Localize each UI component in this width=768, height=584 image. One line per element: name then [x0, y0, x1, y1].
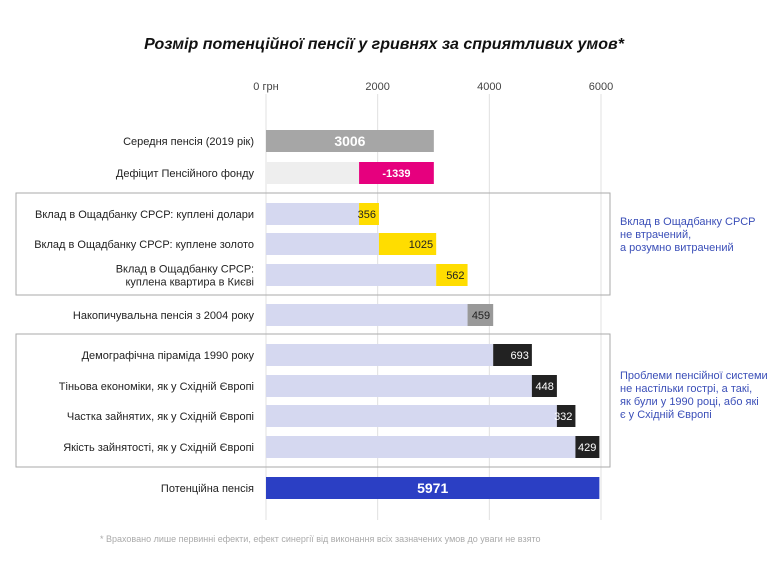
category-label-2: Дефіцит Пенсійного фонду: [116, 168, 255, 180]
category-label-line: Вклад в Ощадбанку СРСР:: [116, 264, 254, 276]
category-label-line: Накопичувальна пенсія з 2004 року: [73, 310, 255, 322]
bar-background-4: [266, 233, 379, 255]
bar-11: [266, 477, 600, 499]
group-annotation-line: є у Східній Європі: [620, 409, 712, 421]
bar-6: [467, 304, 494, 326]
bar-background-2: [266, 162, 360, 184]
bar-3: [359, 203, 379, 225]
x-axis-ticks: 0 грн 2000 4000 6000: [253, 81, 613, 93]
category-label-line: Вклад в Ощадбанку СРСР: куплені долари: [35, 209, 254, 221]
chart-title: Розмір потенційної пенсії у гривнях за с…: [144, 36, 624, 53]
bar-value-label-4: 1025: [409, 239, 433, 251]
tick-label-0: 0 грн: [253, 81, 278, 93]
category-label-line: Дефіцит Пенсійного фонду: [116, 168, 255, 180]
bar-value-label-9: 332: [554, 411, 572, 423]
category-label-line: Вклад в Ощадбанку СРСР: куплене золото: [34, 239, 254, 251]
tick-label-4000: 4000: [477, 81, 501, 93]
category-label-7: Демографічна піраміда 1990 року: [82, 350, 255, 362]
bar-value-label-7: 693: [511, 350, 529, 362]
bar-4: [378, 233, 437, 255]
category-label-10: Якість зайнятості, як у Східній Європі: [63, 442, 254, 454]
group-annotation-2: Проблеми пенсійної системи не настільки г…: [620, 370, 768, 421]
bar-background-5: [266, 264, 437, 286]
bar-9: [556, 405, 576, 427]
group-frames: [15, 192, 611, 468]
tick-label-2000: 2000: [365, 81, 389, 93]
category-label-line: Тіньова економіки, як у Східній Європі: [59, 381, 254, 393]
bar-background-9: [266, 405, 557, 427]
bar-value-label-6: 459: [472, 310, 490, 322]
bar-value-label-11: 5971: [417, 480, 448, 496]
category-label-line: Якість зайнятості, як у Східній Європі: [63, 442, 254, 454]
bar-1: [266, 130, 434, 152]
category-label-line: Потенційна пенсія: [161, 483, 254, 495]
category-label-4: Вклад в Ощадбанку СРСР: куплене золото: [34, 239, 254, 251]
category-label-line: Демографічна піраміда 1990 року: [82, 350, 255, 362]
footnote: * Враховано лише первинні ефекти, ефект …: [100, 534, 541, 544]
category-label-line: Середня пенсія (2019 рік): [123, 136, 254, 148]
bar-5: [436, 264, 468, 286]
category-label-3: Вклад в Ощадбанку СРСР: куплені долари: [35, 209, 254, 221]
bar-value-label-5: 562: [446, 270, 464, 282]
category-label-line: Частка зайнятих, як у Східній Європі: [67, 411, 254, 423]
group-annotation-1: Вклад в Ощадбанку СРСР не втрачений, а роз…: [620, 216, 756, 254]
category-label-5: Вклад в Ощадбанку СРСР: куплена квартира …: [116, 264, 254, 289]
bars: 3006 -1339 356 1025 562 459 693 448 332 429 5971: [266, 130, 600, 499]
category-label-6: Накопичувальна пенсія з 2004 року: [73, 310, 255, 322]
bar-2: [359, 162, 434, 184]
category-label-line: куплена квартира в Києві: [125, 277, 254, 289]
group-annotation-line: Проблеми пенсійної системи: [620, 370, 768, 382]
bar-value-label-2: -1339: [382, 168, 410, 180]
tick-label-6000: 6000: [589, 81, 613, 93]
bar-background-3: [266, 203, 360, 225]
group-frame-1: [15, 192, 611, 296]
bar-7: [493, 344, 532, 366]
annotations: Вклад в Ощадбанку СРСР не втрачений, а роз…: [620, 216, 768, 421]
bar-value-label-8: 448: [536, 381, 554, 393]
category-label-9: Частка зайнятих, як у Східній Європі: [67, 411, 254, 423]
category-labels: Середня пенсія (2019 рік) Дефіцит Пенсійн…: [34, 136, 254, 495]
bar-value-label-1: 3006: [334, 133, 365, 149]
bar-value-label-10: 429: [578, 442, 596, 454]
group-annotation-line: не втрачений,: [620, 229, 691, 241]
group-annotation-line: а розумно витрачений: [620, 242, 734, 254]
bar-value-label-3: 356: [358, 209, 376, 221]
bar-10: [575, 436, 600, 458]
category-label-11: Потенційна пенсія: [161, 483, 254, 495]
group-annotation-line: Вклад в Ощадбанку СРСР: [620, 216, 756, 228]
group-annotation-line: не настільки гострі, а такі,: [620, 383, 752, 395]
bar-background-6: [266, 304, 468, 326]
bar-background-10: [266, 436, 576, 458]
bar-background-7: [266, 344, 494, 366]
group-annotation-line: як були у 1990 році, або які: [620, 396, 759, 408]
category-label-1: Середня пенсія (2019 рік): [123, 136, 254, 148]
category-label-8: Тіньова економіки, як у Східній Європі: [59, 381, 254, 393]
bar-background-8: [266, 375, 532, 397]
bar-8: [531, 375, 557, 397]
group-frame-2: [15, 333, 611, 468]
